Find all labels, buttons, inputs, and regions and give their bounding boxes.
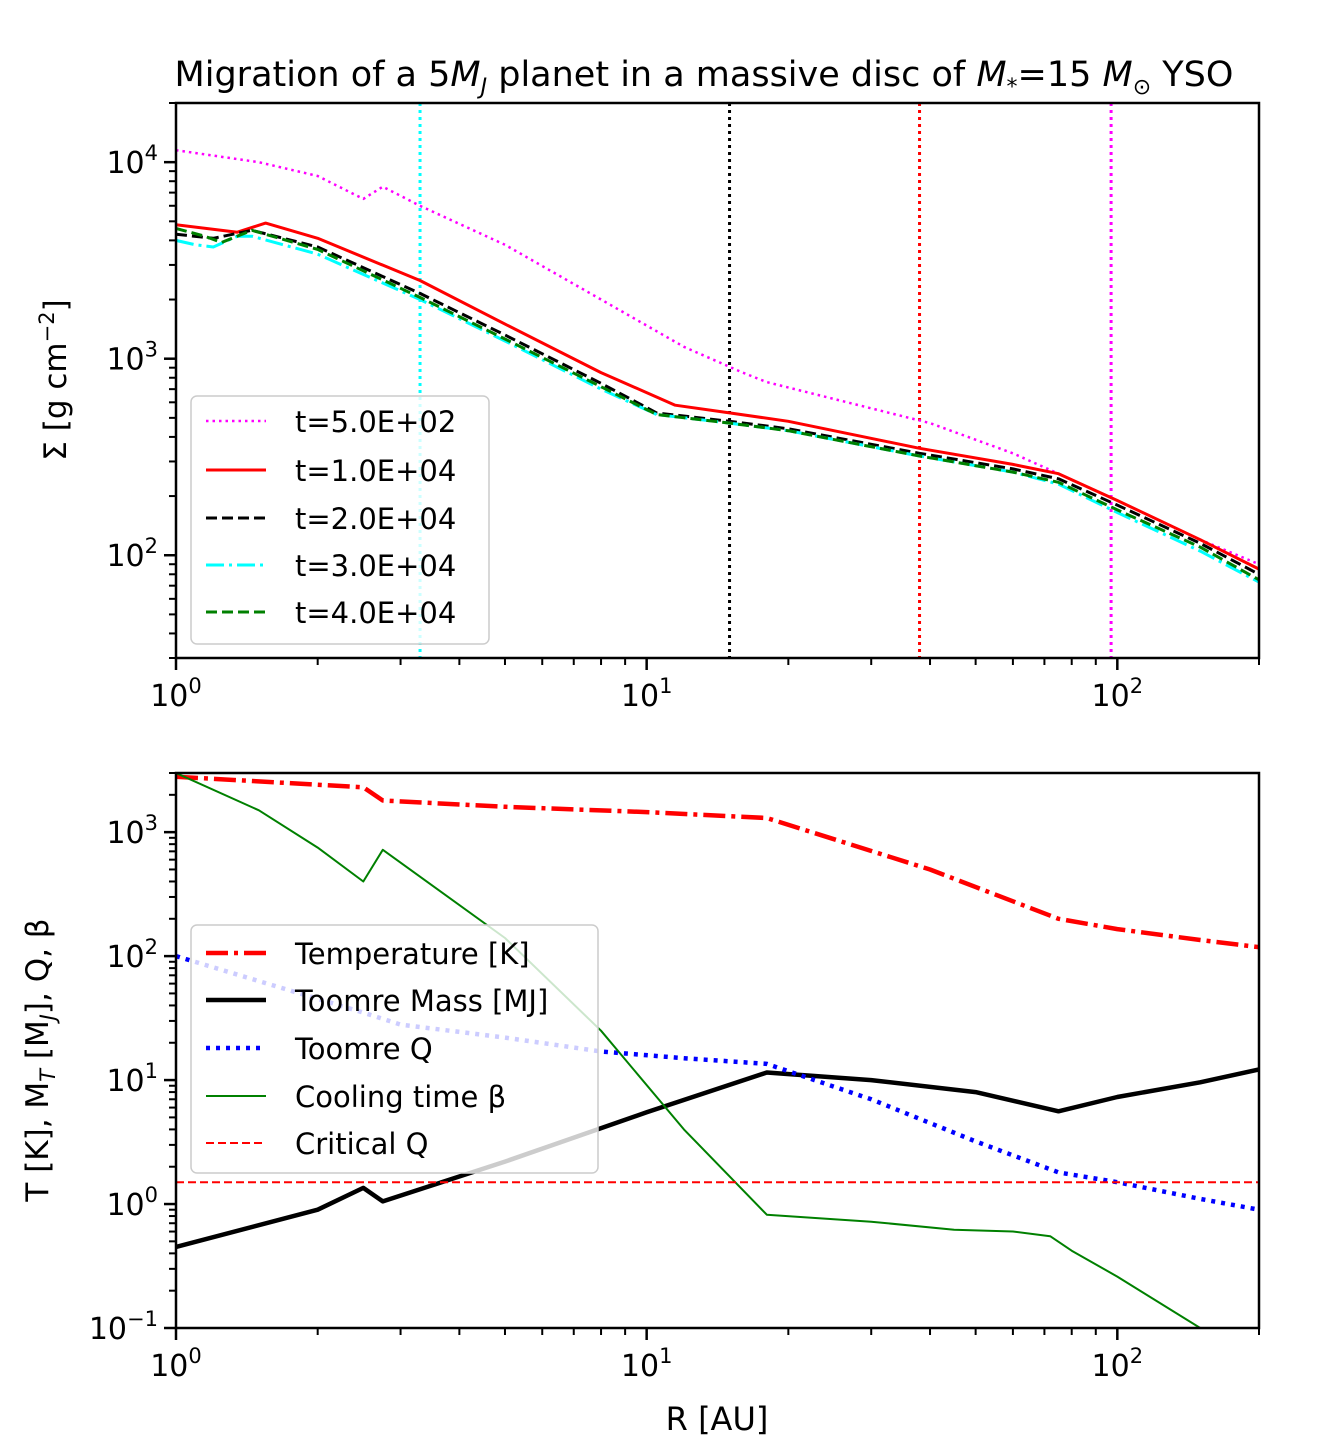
chart1-series-2 xyxy=(176,953,1259,1212)
bottom-legend-label-4: Critical Q xyxy=(295,1127,428,1161)
chart1-ytick-label-2: 101 xyxy=(106,1059,158,1099)
figure-title: Migration of a 5MJ planet in a massive d… xyxy=(175,55,1234,100)
bottom-series-group xyxy=(176,773,1259,1328)
chart1-ytick-label-0: 10−1 xyxy=(89,1307,158,1347)
chart1-series-0 xyxy=(176,774,1259,950)
bottom-legend-label-2: Toomre Q xyxy=(294,1032,433,1066)
bottom-legend-label-1: Toomre Mass [MJ] xyxy=(294,984,548,1018)
chart0-series-1 xyxy=(176,221,1259,571)
chart1-ytick-label-1: 100 xyxy=(106,1183,158,1223)
bottom-legend-label-3: Cooling time β xyxy=(295,1080,506,1114)
top-legend-label-2: t=2.0E+04 xyxy=(295,502,456,536)
top-vlines xyxy=(418,103,1113,658)
top-legend-label-1: t=1.0E+04 xyxy=(295,454,456,488)
bottom-y-axis-label: T [K], MT [MJ], Q, β xyxy=(20,918,60,1202)
chart0-xtick-label-2: 102 xyxy=(1092,674,1144,714)
chart0-series-2 xyxy=(176,228,1259,576)
top-ticks: 100 101 102 102 103 104 xyxy=(106,102,1260,714)
top-legend-label-0: t=5.0E+02 xyxy=(295,405,456,439)
chart1-xtick-label-1: 101 xyxy=(621,1344,673,1384)
bottom-axes-frame xyxy=(174,771,1261,1330)
top-legend: t=5.0E+02 t=1.0E+04 t=2.0E+04 t=3.0E+04 … xyxy=(190,395,490,645)
chart1-xtick-label-2: 102 xyxy=(1092,1344,1144,1384)
bottom-legend-label-0: Temperature [K] xyxy=(294,937,530,971)
top-legend-label-3: t=3.0E+04 xyxy=(295,549,456,583)
top-axes-frame xyxy=(174,101,1261,660)
chart0-series-4 xyxy=(176,226,1259,582)
chart0-ytick-label-2: 104 xyxy=(106,141,158,181)
bottom-lines xyxy=(176,773,1259,1328)
chart1-series-3 xyxy=(176,773,1203,1328)
chart0-ytick-label-1: 103 xyxy=(106,338,158,378)
bottom-x-axis-label: R [AU] xyxy=(666,1400,769,1438)
chart0-series-3 xyxy=(176,234,1259,584)
chart1-series-1 xyxy=(176,1067,1259,1250)
top-y-axis-label: Σ [g cm−2] xyxy=(35,299,74,460)
chart0-ytick-label-0: 102 xyxy=(106,534,158,574)
chart0-series-0 xyxy=(176,148,1259,566)
chart1-ytick-label-4: 103 xyxy=(106,811,158,851)
chart1-xtick-label-0: 100 xyxy=(150,1344,202,1384)
top-legend-label-4: t=4.0E+04 xyxy=(295,596,456,630)
bottom-legend: Temperature [K] Toomre Mass [MJ] Toomre … xyxy=(190,924,599,1174)
top-legend-box xyxy=(190,395,490,645)
top-series-group xyxy=(176,103,1259,658)
bottom-legend-box xyxy=(190,924,599,1174)
chart1-ytick-label-3: 102 xyxy=(106,935,158,975)
chart0-xtick-label-0: 100 xyxy=(150,674,202,714)
chart0-xtick-label-1: 101 xyxy=(621,674,673,714)
top-lines xyxy=(176,148,1259,584)
top-panel: 100 101 102 102 103 104 Σ [g cm−2] t=5.0E+02 … xyxy=(35,101,1261,714)
